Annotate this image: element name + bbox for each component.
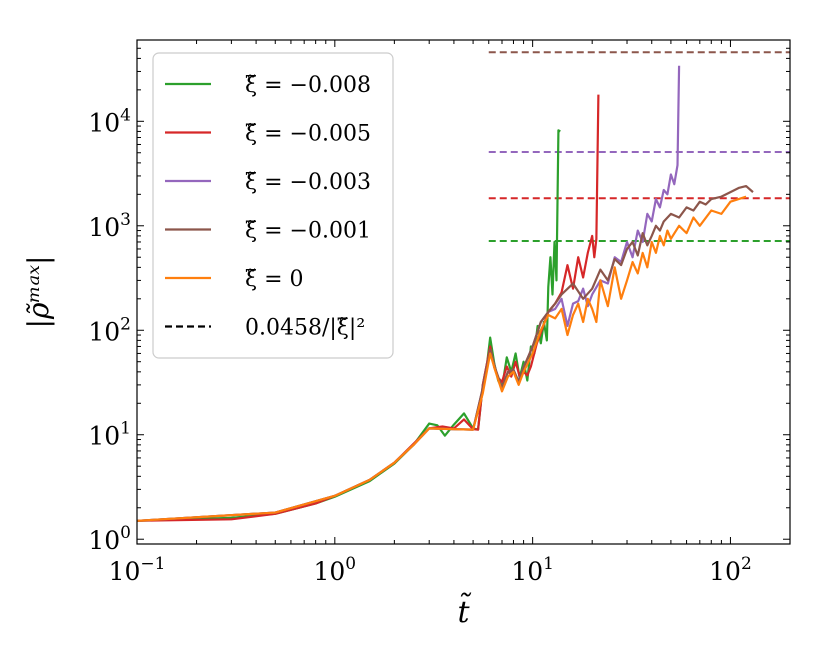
y-tick-label: 102 [88, 314, 131, 346]
series-line-4 [136, 195, 747, 522]
y-axis-label: |ρ̃ᵐᵃˣ| [22, 256, 55, 329]
x-axis-label: t̃ [457, 592, 472, 630]
y-axis: 100 101 102 103 104 [88, 39, 790, 555]
legend-label-3: ξ̃ = −0.001 [245, 219, 371, 244]
x-tick-label: 100 [313, 554, 356, 586]
legend-label-4: ξ̃ = 0 [245, 267, 304, 292]
legend-label-5: 0.0458/|ξ̃|² [245, 316, 365, 341]
x-axis: 10−1 100 101 102 [109, 40, 791, 586]
y-tick-label: 103 [88, 210, 131, 242]
series-lines [136, 65, 754, 522]
y-tick-label: 100 [88, 523, 131, 555]
y-tick-label: 101 [88, 419, 131, 451]
legend-label-1: ξ̃ = −0.005 [245, 122, 371, 147]
legend: ξ̃ = −0.008 ξ̃ = −0.005 ξ̃ = −0.003 ξ̃ = −0… [152, 52, 394, 359]
x-tick-label: 10−1 [109, 554, 166, 586]
x-tick-label: 102 [709, 554, 752, 586]
y-tick-label: 104 [88, 105, 131, 137]
legend-box [152, 52, 394, 359]
reference-lines [488, 51, 790, 242]
plot-frame [136, 39, 791, 545]
x-tick-label: 101 [511, 554, 554, 586]
legend-label-0: ξ̃ = −0.008 [245, 73, 371, 98]
legend-label-2: ξ̃ = −0.003 [245, 170, 371, 195]
